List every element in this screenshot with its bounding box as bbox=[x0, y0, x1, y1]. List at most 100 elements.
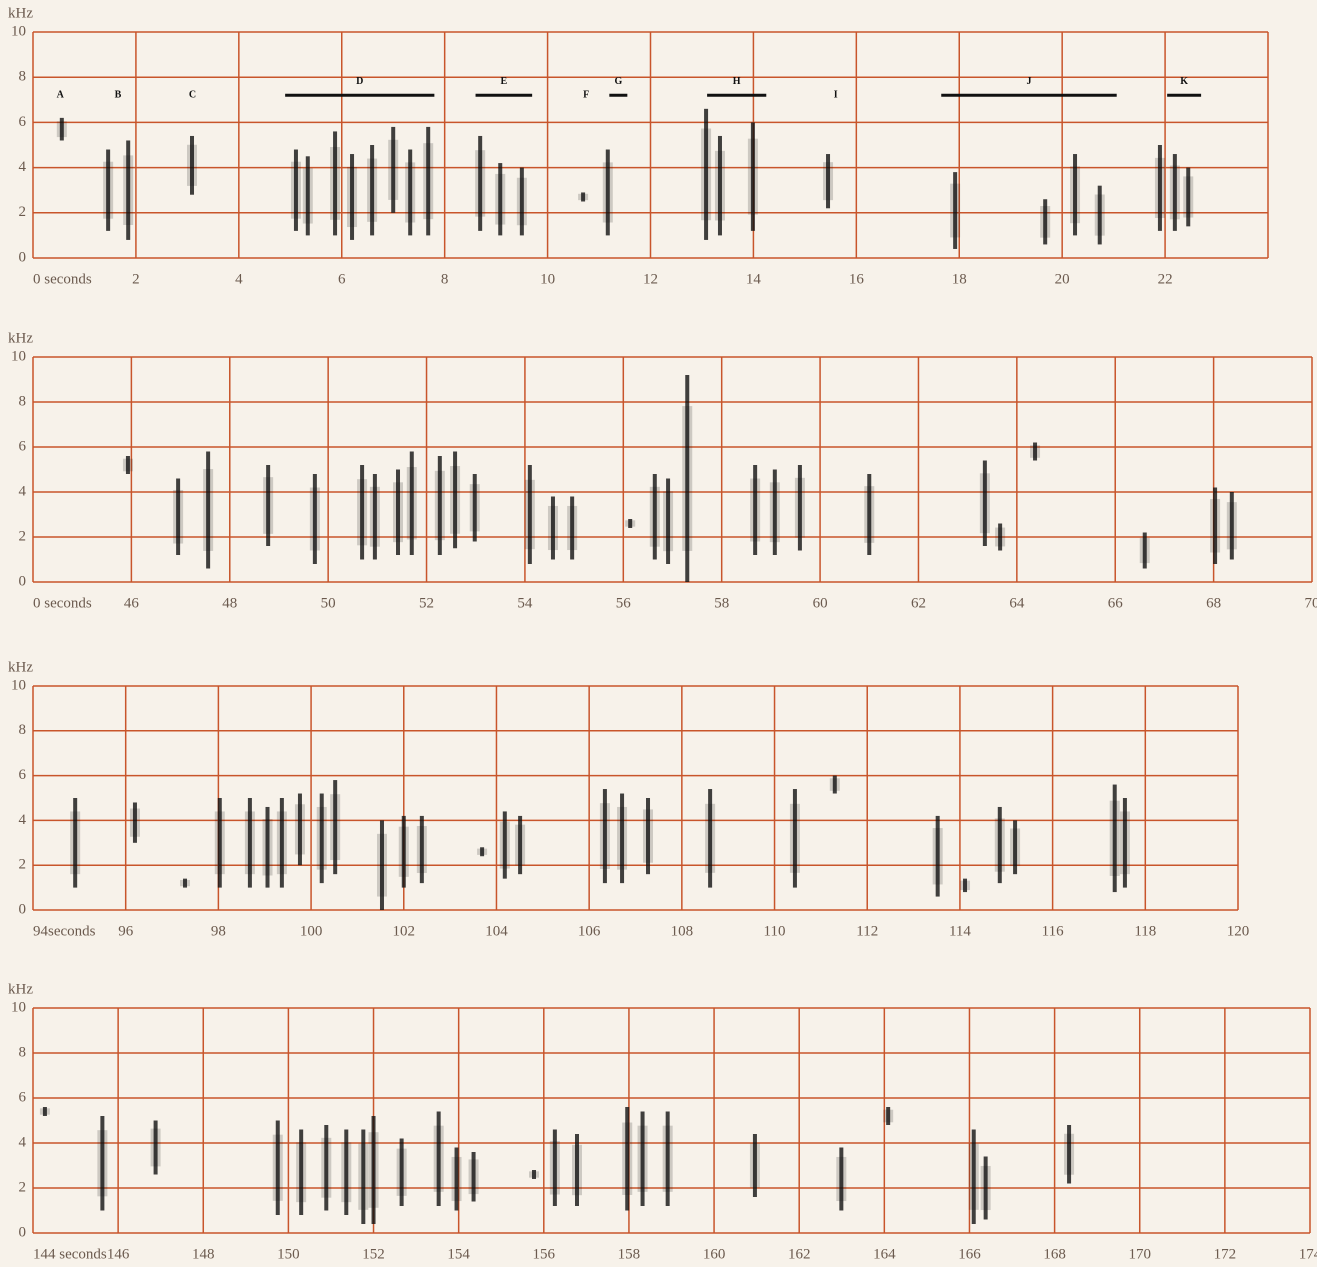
call-halo bbox=[968, 1143, 979, 1210]
call-streak bbox=[125, 456, 130, 474]
call-streak bbox=[581, 192, 586, 202]
call-halo bbox=[649, 486, 660, 547]
x-tick-label: 118 bbox=[1134, 923, 1156, 939]
call-streak bbox=[518, 815, 523, 875]
call-streak bbox=[867, 474, 872, 555]
call-streak bbox=[628, 519, 633, 528]
call-streak bbox=[279, 798, 284, 888]
call-halo bbox=[1183, 176, 1194, 218]
x-tick-label: 102 bbox=[393, 923, 416, 939]
call-halo bbox=[450, 466, 461, 534]
call-streak bbox=[1067, 1125, 1072, 1184]
x-tick-label: 168 bbox=[1043, 1246, 1066, 1262]
call-halo bbox=[451, 1156, 462, 1202]
call-streak bbox=[247, 798, 252, 888]
call-streak bbox=[997, 806, 1002, 884]
call-halo bbox=[469, 484, 480, 532]
call-halo bbox=[103, 161, 114, 219]
call-halo bbox=[789, 803, 800, 873]
call-halo bbox=[122, 458, 133, 472]
x-tick-label: 158 bbox=[618, 1246, 641, 1262]
call-streak bbox=[371, 1116, 376, 1224]
call-streak bbox=[570, 496, 575, 560]
y-tick-label: 10 bbox=[11, 23, 26, 39]
x-tick-label: 120 bbox=[1227, 923, 1250, 939]
x-tick-label: 170 bbox=[1128, 1246, 1151, 1262]
call-streak bbox=[620, 793, 625, 884]
call-streak bbox=[605, 149, 610, 236]
x-tick-label: 60 bbox=[813, 595, 828, 611]
call-halo bbox=[1070, 166, 1081, 224]
call-halo bbox=[599, 803, 610, 870]
call-halo bbox=[1010, 828, 1021, 867]
call-streak bbox=[704, 108, 709, 240]
call-halo bbox=[477, 848, 488, 855]
call-streak bbox=[453, 451, 458, 549]
x-tick-label: 166 bbox=[958, 1246, 981, 1262]
call-halo bbox=[203, 469, 214, 551]
call-halo bbox=[416, 826, 427, 874]
call-streak bbox=[401, 815, 406, 888]
x-tick-label: 96 bbox=[118, 923, 134, 939]
x-tick-label: 174 bbox=[1299, 1246, 1317, 1262]
call-streak bbox=[552, 1129, 557, 1206]
call-halo bbox=[769, 482, 780, 543]
x-tick-label: 154 bbox=[447, 1246, 470, 1262]
y-tick-label: 4 bbox=[19, 1134, 27, 1150]
call-halo bbox=[1226, 502, 1237, 550]
call-streak bbox=[625, 1107, 630, 1211]
call-halo bbox=[662, 1125, 673, 1192]
segment-label: J bbox=[1026, 76, 1031, 87]
call-halo bbox=[617, 806, 628, 870]
call-streak bbox=[532, 1170, 537, 1179]
call-streak bbox=[502, 811, 507, 879]
call-streak bbox=[437, 456, 442, 555]
call-streak bbox=[982, 460, 987, 546]
call-streak bbox=[839, 1147, 844, 1211]
call-streak bbox=[640, 1111, 645, 1206]
x-tick-label: 108 bbox=[671, 923, 694, 939]
call-halo bbox=[515, 824, 526, 866]
y-tick-label: 10 bbox=[11, 677, 26, 693]
x-tick-label: 22 bbox=[1158, 271, 1173, 287]
segment-label: B bbox=[115, 90, 122, 101]
call-streak bbox=[399, 1138, 404, 1206]
call-halo bbox=[56, 121, 67, 138]
call-halo bbox=[367, 158, 378, 222]
call-streak bbox=[100, 1116, 105, 1211]
call-streak bbox=[478, 135, 483, 231]
segment-label: H bbox=[733, 76, 741, 87]
call-halo bbox=[347, 166, 358, 228]
call-streak bbox=[1186, 167, 1191, 227]
y-tick-label: 0 bbox=[19, 249, 27, 265]
call-halo bbox=[296, 1142, 307, 1203]
call-streak bbox=[312, 474, 317, 564]
call-halo bbox=[1064, 1133, 1075, 1175]
y-tick-label: 10 bbox=[11, 348, 26, 364]
call-halo bbox=[290, 161, 301, 219]
call-streak bbox=[1033, 442, 1038, 461]
call-streak bbox=[293, 149, 298, 231]
x-tick-label: 18 bbox=[952, 271, 967, 287]
call-halo bbox=[979, 473, 990, 534]
call-streak bbox=[471, 1152, 476, 1202]
y-tick-label: 6 bbox=[19, 438, 27, 454]
call-streak bbox=[717, 135, 722, 236]
call-halo bbox=[302, 168, 313, 224]
call-halo bbox=[516, 177, 527, 226]
call-halo bbox=[70, 811, 81, 875]
call-streak bbox=[665, 1111, 670, 1206]
y-tick-label: 4 bbox=[19, 159, 27, 175]
call-halo bbox=[883, 1109, 894, 1123]
y-tick-label: 2 bbox=[19, 528, 27, 544]
call-streak bbox=[370, 145, 375, 236]
call-streak bbox=[391, 126, 396, 213]
call-halo bbox=[262, 819, 273, 876]
call-halo bbox=[994, 818, 1005, 872]
segment-label: E bbox=[501, 76, 508, 87]
call-halo bbox=[864, 486, 875, 543]
call-streak bbox=[183, 878, 188, 888]
call-halo bbox=[316, 806, 327, 870]
